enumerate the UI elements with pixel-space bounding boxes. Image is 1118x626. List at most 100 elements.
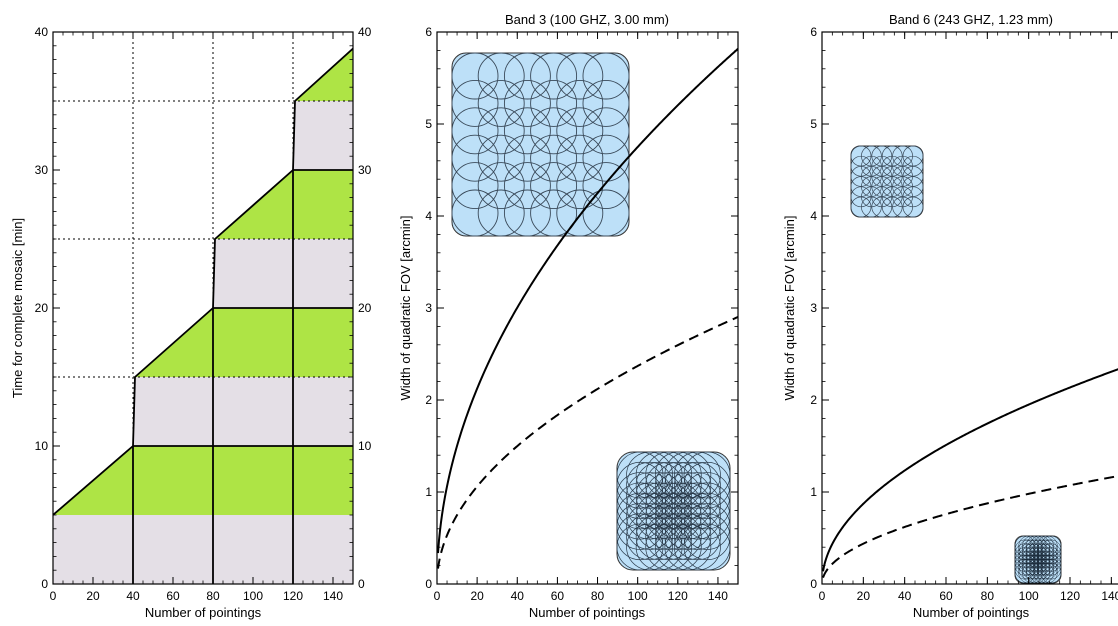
pointing-circle	[451, 134, 499, 182]
pointing-circle	[582, 162, 630, 210]
band-green	[53, 446, 353, 515]
series-dashed	[822, 475, 1118, 578]
pointing-circle	[1040, 558, 1062, 580]
x-tick-labels: 0 20 40 60 80 100 120 140	[434, 589, 729, 603]
pointing-circle	[674, 461, 721, 509]
pointing-circle	[556, 107, 604, 155]
x-tick-label: 140	[323, 589, 343, 603]
x-tick-label: 60	[166, 589, 180, 603]
pointing-circle	[477, 134, 525, 182]
solid-horizontal-lines	[133, 169, 353, 447]
pointing-circle	[451, 52, 499, 100]
x-tick-label: 60	[939, 589, 953, 603]
pointing-circle	[530, 52, 578, 100]
pointing-circle	[683, 482, 731, 530]
x-tick-label: 120	[668, 589, 688, 603]
series-line	[53, 47, 353, 516]
pointing-circle	[582, 189, 630, 237]
panel-band6: Band 6 (243 GHZ, 1.23 mm) 0 20 40 60 80 100 12…	[782, 12, 1118, 620]
pointing-circle	[503, 134, 551, 182]
pointing-circle	[1040, 539, 1062, 561]
pointing-circle	[477, 107, 525, 155]
y-tick-label: 0	[425, 577, 432, 591]
x-tick-label: 40	[898, 589, 912, 603]
y-tick-labels-right: 0 10 20 30 40	[358, 25, 372, 591]
pointing-circle	[451, 79, 499, 127]
x-axis-label: Number of pointings	[529, 605, 646, 620]
pointing-circle	[477, 52, 525, 100]
pointing-circle	[1040, 555, 1062, 576]
pointing-circle	[477, 189, 525, 237]
pointing-circle	[674, 492, 721, 540]
panel-title: Band 6 (243 GHZ, 1.23 mm)	[889, 12, 1053, 27]
y-tick-label: 0	[41, 577, 48, 591]
band-grey	[293, 101, 353, 170]
y-tick-labels: 0 1 2 3 4 5 6	[425, 25, 432, 591]
pointing-circle	[451, 107, 499, 155]
x-tick-labels: 0 20 40 60 80 100 120 140	[819, 589, 1118, 603]
y-tick-label: 4	[425, 209, 432, 223]
pointing-circle	[503, 162, 551, 210]
x-tick-label: 20	[470, 589, 484, 603]
x-tick-label: 40	[126, 589, 140, 603]
y-tick-label: 4	[810, 209, 817, 223]
pointing-circle	[556, 134, 604, 182]
y-tick-label-right: 20	[358, 301, 372, 315]
band-grey	[53, 515, 353, 584]
pointing-circle	[683, 503, 731, 550]
pointing-circle	[503, 79, 551, 127]
axis-ticks	[52, 31, 354, 585]
pointing-circle	[1040, 551, 1062, 572]
pointing-circle	[503, 52, 551, 100]
x-axis-label: Number of pointings	[913, 605, 1030, 620]
pointing-circle	[674, 451, 721, 499]
pointing-circle	[683, 492, 731, 540]
band-grey	[213, 239, 353, 308]
pointing-circle	[1040, 535, 1062, 557]
mosaic-inset-dense	[1014, 535, 1062, 584]
fov-curves	[822, 368, 1118, 578]
pointing-circle	[556, 52, 604, 100]
pointing-circle	[582, 134, 630, 182]
y-tick-label: 5	[425, 117, 432, 131]
y-tick-label: 0	[810, 577, 817, 591]
mosaic-inset-sparse	[451, 52, 630, 237]
y-tick-label: 30	[35, 163, 49, 177]
x-tick-label: 80	[591, 589, 605, 603]
panel-time-chart: 0 20 40 60 80 100 120 140 0 10 20 30 40 0 10 20 30 40 N…	[10, 25, 372, 620]
x-tick-label: 0	[434, 589, 441, 603]
pointing-circle	[902, 155, 924, 177]
pointing-circle	[674, 482, 721, 530]
x-tick-label: 100	[1019, 589, 1039, 603]
y-tick-label: 1	[425, 485, 432, 499]
pointing-circle	[503, 107, 551, 155]
pointing-circle	[902, 176, 924, 197]
pointing-circle	[582, 107, 630, 155]
panel-title: Band 3 (100 GHZ, 3.00 mm)	[505, 12, 669, 27]
pointing-circle	[683, 472, 731, 519]
y-tick-label-right: 40	[358, 25, 372, 39]
x-tick-label: 20	[857, 589, 871, 603]
y-tick-labels: 0 10 20 30 40	[35, 25, 49, 591]
pointing-circle	[683, 451, 731, 499]
pointing-circle	[683, 461, 731, 509]
x-tick-label: 20	[86, 589, 100, 603]
x-tick-label: 40	[511, 589, 525, 603]
pointing-circle	[503, 189, 551, 237]
y-tick-label: 6	[425, 25, 432, 39]
y-tick-label-right: 10	[358, 439, 372, 453]
pointing-circle	[451, 162, 499, 210]
y-tick-label: 3	[425, 301, 432, 315]
pointing-circle	[674, 523, 721, 571]
pointing-circle	[683, 513, 731, 561]
pointing-circle	[674, 503, 721, 550]
y-tick-label: 5	[810, 117, 817, 131]
band-green	[215, 170, 353, 239]
pointing-circle	[902, 166, 924, 187]
y-axis-label: Width of quadratic FOV [arcmin]	[398, 216, 413, 401]
axis-ticks	[436, 31, 739, 585]
x-tick-label: 140	[708, 589, 728, 603]
x-tick-label: 80	[981, 589, 995, 603]
y-tick-label: 2	[810, 393, 817, 407]
pointing-circle	[1040, 543, 1062, 564]
